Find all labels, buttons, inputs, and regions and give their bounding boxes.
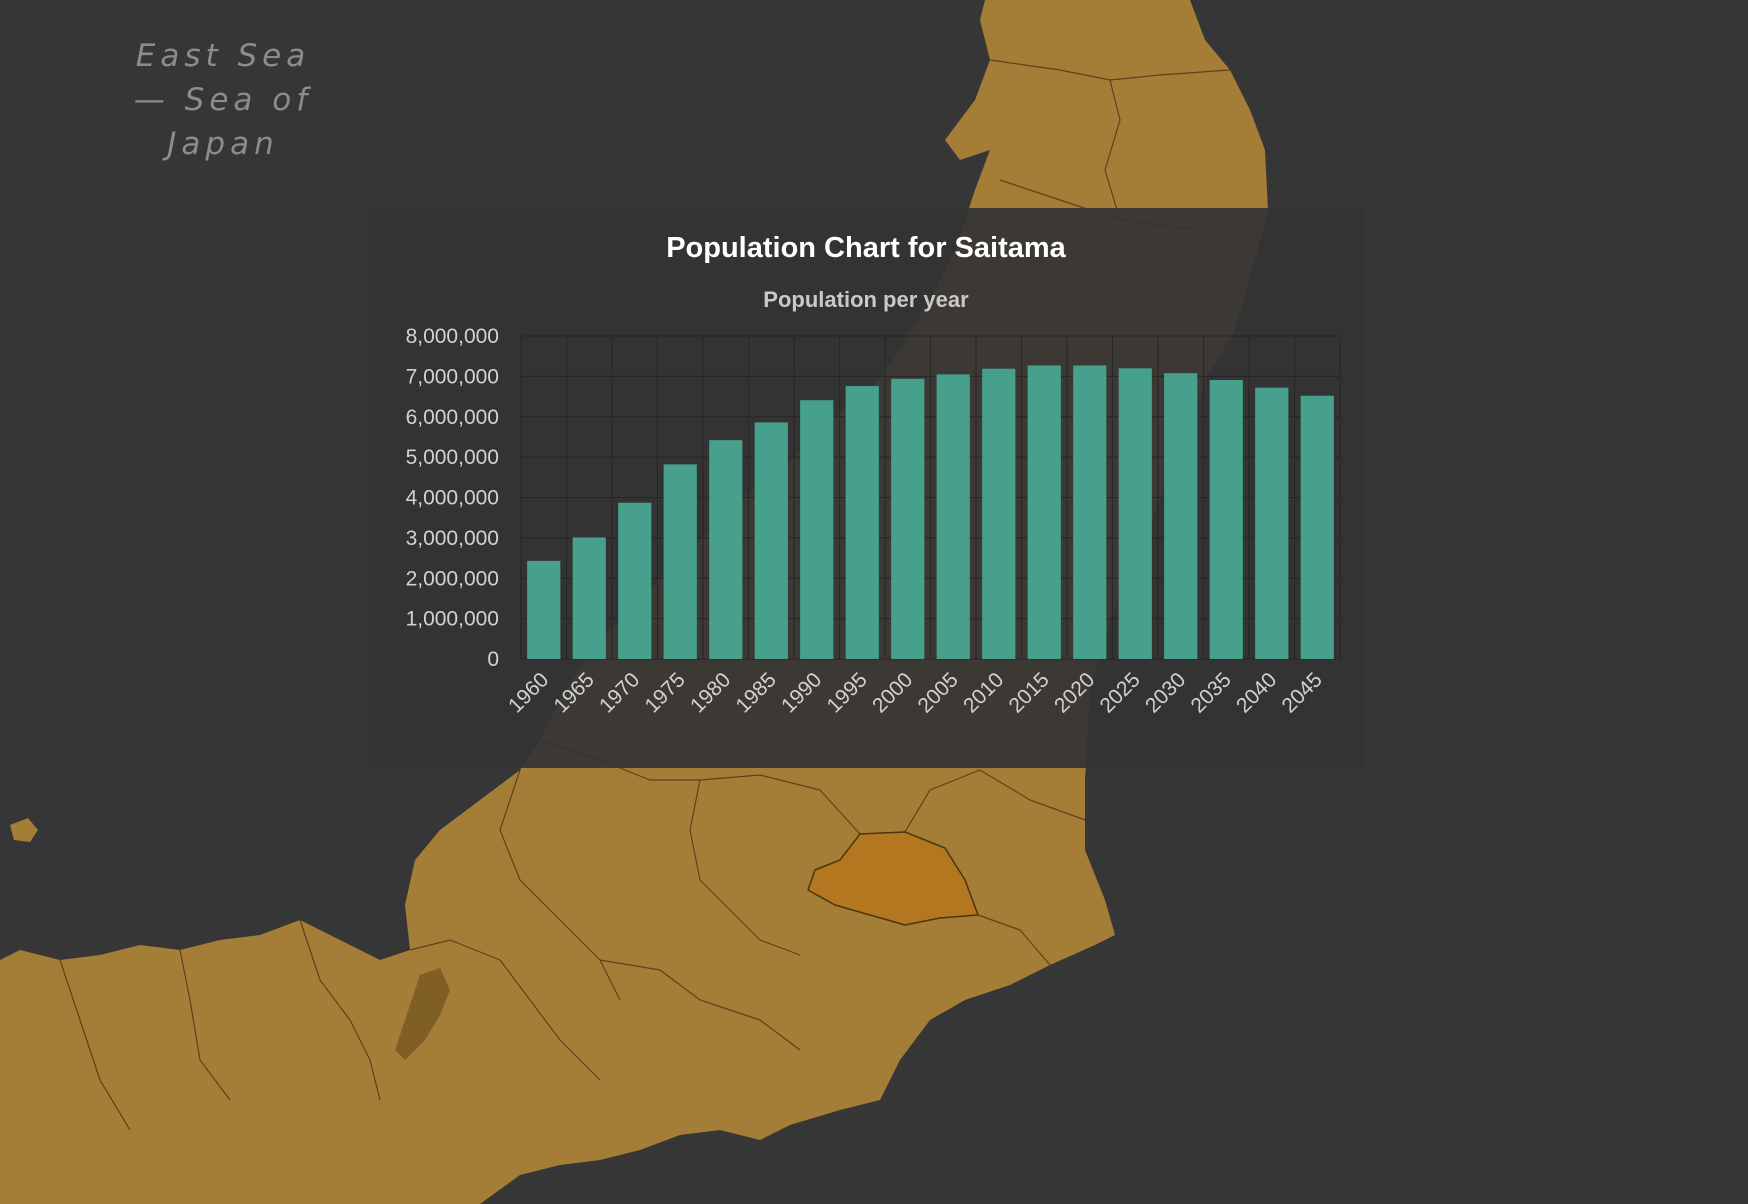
y-tick-label: 3,000,000 [406,527,499,550]
x-tick-label: 2020 [1050,668,1099,717]
saitama-prefecture [807,831,980,926]
y-tick-label: 4,000,000 [406,487,499,510]
chart-title: Population Chart for Saitama [666,232,1066,264]
chart-subtitle: Population per year [763,287,969,312]
y-tick-label: 0 [487,648,499,671]
x-tick-label: 2035 [1186,668,1235,717]
bar-2035[interactable] [1209,380,1243,659]
y-tick-label: 6,000,000 [406,406,499,429]
y-tick-label: 1,000,000 [406,608,499,631]
x-tick-label: 2005 [913,668,962,717]
x-tick-label: 2040 [1232,668,1281,717]
bar-2020[interactable] [1073,365,1107,659]
bar-2005[interactable] [936,374,970,659]
x-axis-ticks: 1960196519701975198019851990199520002005… [504,668,1327,717]
bar-1985[interactable] [754,422,788,659]
bar-1990[interactable] [800,400,834,659]
bar-2040[interactable] [1255,387,1289,659]
bar-1965[interactable] [572,537,606,659]
x-tick-label: 1985 [731,668,780,717]
y-tick-label: 5,000,000 [406,446,499,469]
bar-2045[interactable] [1300,395,1334,659]
y-axis-ticks: 0 1,000,000 2,000,000 3,000,000 4,000,000 5,0… [406,325,499,671]
x-tick-label: 1995 [822,668,871,717]
y-tick-label: 7,000,000 [406,365,499,388]
x-tick-label: 1960 [504,668,553,717]
x-tick-label: 2010 [959,668,1008,717]
sado-island [10,818,38,842]
x-tick-label: 2000 [868,668,917,717]
bar-1970[interactable] [618,502,652,659]
lake-biwa [395,968,450,1060]
grid [520,335,1341,660]
bar-2015[interactable] [1027,365,1061,659]
x-tick-label: 2030 [1141,668,1190,717]
x-tick-label: 1990 [777,668,826,717]
bar-2030[interactable] [1164,373,1198,659]
bar-2025[interactable] [1118,368,1152,659]
y-tick-label: 2,000,000 [406,567,499,590]
bar-2010[interactable] [982,368,1016,659]
chart-panel: Population Chart for Saitama Population … [367,208,1365,768]
x-tick-label: 1975 [640,668,689,717]
prefecture-borders [59,59,1231,1131]
y-tick-label: 8,000,000 [406,325,499,348]
bars [527,365,1334,659]
bar-1960[interactable] [527,560,561,659]
x-tick-label: 1965 [549,668,598,717]
bar-1980[interactable] [709,440,743,659]
x-tick-label: 2025 [1095,668,1144,717]
bar-2000[interactable] [891,378,925,659]
x-tick-label: 1970 [595,668,644,717]
sea-label: East Sea — Sea of Japan [133,38,313,162]
population-bar-chart: 0 1,000,000 2,000,000 3,000,000 4,000,000 5,0… [406,325,1341,718]
bar-1975[interactable] [663,464,697,659]
x-tick-label: 2015 [1004,668,1053,717]
x-tick-label: 2045 [1277,668,1326,717]
bar-1995[interactable] [845,386,879,659]
x-tick-label: 1980 [686,668,735,717]
